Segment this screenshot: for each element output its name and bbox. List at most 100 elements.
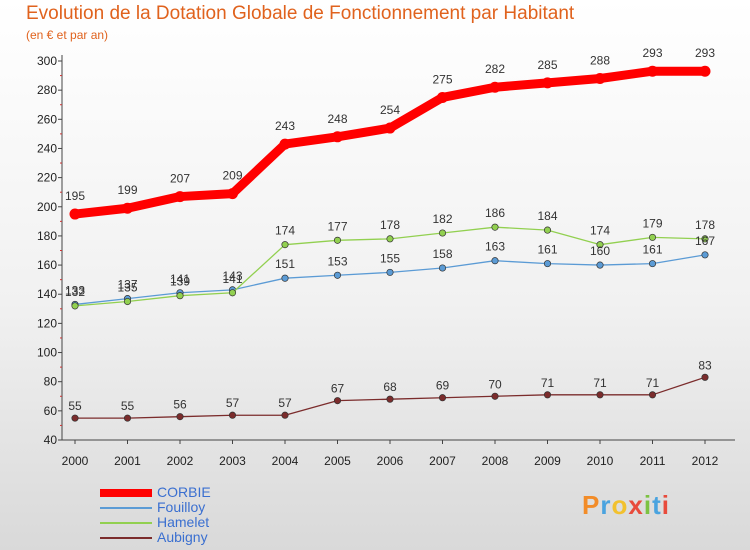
series-line-corbie	[70, 66, 710, 219]
data-point-fouilloy	[438, 264, 447, 272]
data-point-aubigny	[228, 411, 237, 419]
x-tick-label: 2012	[692, 454, 719, 468]
data-point-aubigny	[648, 391, 657, 399]
data-label-fouilloy: 151	[275, 257, 295, 271]
data-point-fouilloy	[701, 251, 709, 259]
logo-letter: i	[661, 490, 670, 520]
data-point-fouilloy	[648, 260, 657, 268]
data-point-fouilloy	[333, 271, 342, 279]
data-point-hamelet	[333, 236, 342, 244]
data-label-aubigny: 55	[121, 399, 135, 413]
x-tick-label: 2009	[534, 454, 561, 468]
logo-letter: x	[628, 490, 644, 520]
data-label-aubigny: 71	[541, 376, 555, 390]
data-label-fouilloy: 141	[170, 272, 190, 286]
data-point-aubigny	[701, 373, 709, 381]
x-tick-label: 2003	[219, 454, 246, 468]
data-point-corbie	[174, 191, 186, 203]
data-label-hamelet: 182	[432, 212, 452, 226]
data-label-hamelet: 174	[590, 224, 610, 238]
data-label-fouilloy: 155	[380, 251, 400, 265]
data-point-hamelet	[648, 233, 657, 241]
data-label-hamelet: 174	[275, 224, 295, 238]
data-label-aubigny: 71	[646, 376, 660, 390]
legend-label-aubigny: Aubigny	[157, 529, 208, 545]
legend-swatch-corbie	[100, 489, 152, 497]
data-point-aubigny	[176, 413, 184, 421]
data-point-corbie	[594, 72, 606, 84]
legend-swatch-fouilloy	[100, 507, 152, 509]
y-tick-label: 280	[37, 83, 57, 97]
data-point-corbie	[122, 202, 133, 214]
legend-label-corbie: CORBIE	[157, 484, 211, 500]
y-tick-label: 240	[37, 141, 57, 155]
data-label-fouilloy: 158	[432, 247, 452, 261]
data-label-fouilloy: 161	[537, 243, 557, 257]
data-point-hamelet	[176, 292, 184, 300]
logo-letter: i	[643, 490, 653, 520]
data-point-corbie	[489, 81, 501, 93]
y-tick-label: 180	[37, 229, 57, 243]
data-point-hamelet	[71, 302, 79, 310]
x-tick-label: 2007	[429, 454, 456, 468]
data-label-aubigny: 56	[173, 398, 187, 412]
y-tick-label: 80	[44, 375, 58, 389]
data-point-hamelet	[281, 241, 289, 249]
data-label-corbie: 275	[432, 72, 452, 86]
data-label-aubigny: 57	[226, 396, 240, 410]
data-point-corbie	[437, 91, 448, 103]
data-label-corbie: 293	[642, 46, 662, 60]
data-label-fouilloy: 160	[590, 244, 610, 258]
data-point-aubigny	[71, 414, 79, 422]
data-label-aubigny: 71	[593, 376, 607, 390]
y-tick-label: 120	[37, 316, 57, 330]
data-label-corbie: 293	[695, 46, 715, 60]
legend-swatch-aubigny	[100, 537, 152, 539]
data-point-aubigny	[386, 395, 394, 403]
data-label-fouilloy: 161	[642, 243, 662, 257]
data-point-aubigny	[491, 392, 499, 400]
data-point-hamelet	[123, 297, 132, 306]
data-label-corbie: 248	[327, 112, 347, 126]
data-point-corbie	[647, 65, 658, 77]
data-label-fouilloy: 137	[117, 278, 137, 292]
x-tick-label: 2005	[324, 454, 351, 468]
data-point-fouilloy	[491, 257, 499, 265]
data-label-corbie: 195	[65, 189, 85, 203]
data-point-hamelet	[543, 226, 552, 234]
data-label-corbie: 243	[275, 119, 295, 133]
data-label-corbie: 207	[170, 172, 190, 186]
data-point-fouilloy	[543, 260, 552, 268]
logo-letter: o	[611, 490, 629, 520]
data-point-aubigny	[438, 394, 447, 402]
data-label-hamelet: 179	[642, 216, 662, 230]
x-tick-label: 2004	[272, 454, 299, 468]
legend-swatch-hamelet	[100, 522, 152, 524]
data-label-hamelet: 135	[117, 281, 137, 295]
legend-label-hamelet: Hamelet	[157, 514, 210, 530]
logo-letter: r	[600, 490, 612, 520]
data-label-hamelet: 184	[537, 209, 557, 223]
data-point-aubigny	[281, 411, 289, 419]
data-point-aubigny	[333, 397, 342, 405]
y-tick-label: 40	[44, 433, 58, 447]
y-tick-label: 100	[37, 346, 57, 360]
data-label-aubigny: 69	[436, 379, 450, 393]
x-tick-label: 2008	[482, 454, 509, 468]
data-label-aubigny: 55	[68, 399, 82, 413]
data-label-corbie: 199	[117, 183, 137, 197]
y-tick-label: 140	[37, 287, 57, 301]
data-point-hamelet	[228, 289, 237, 297]
data-label-corbie: 254	[380, 103, 400, 117]
proxiti-logo: Proxiti	[582, 490, 670, 521]
data-point-corbie	[332, 131, 343, 143]
data-label-hamelet: 139	[170, 275, 190, 289]
data-point-corbie	[279, 138, 291, 150]
data-label-aubigny: 68	[383, 380, 397, 394]
data-point-fouilloy	[281, 274, 289, 282]
data-label-aubigny: 70	[488, 377, 502, 391]
data-point-hamelet	[701, 235, 709, 243]
x-tick-label: 2002	[167, 454, 194, 468]
y-tick-label: 60	[44, 404, 58, 418]
